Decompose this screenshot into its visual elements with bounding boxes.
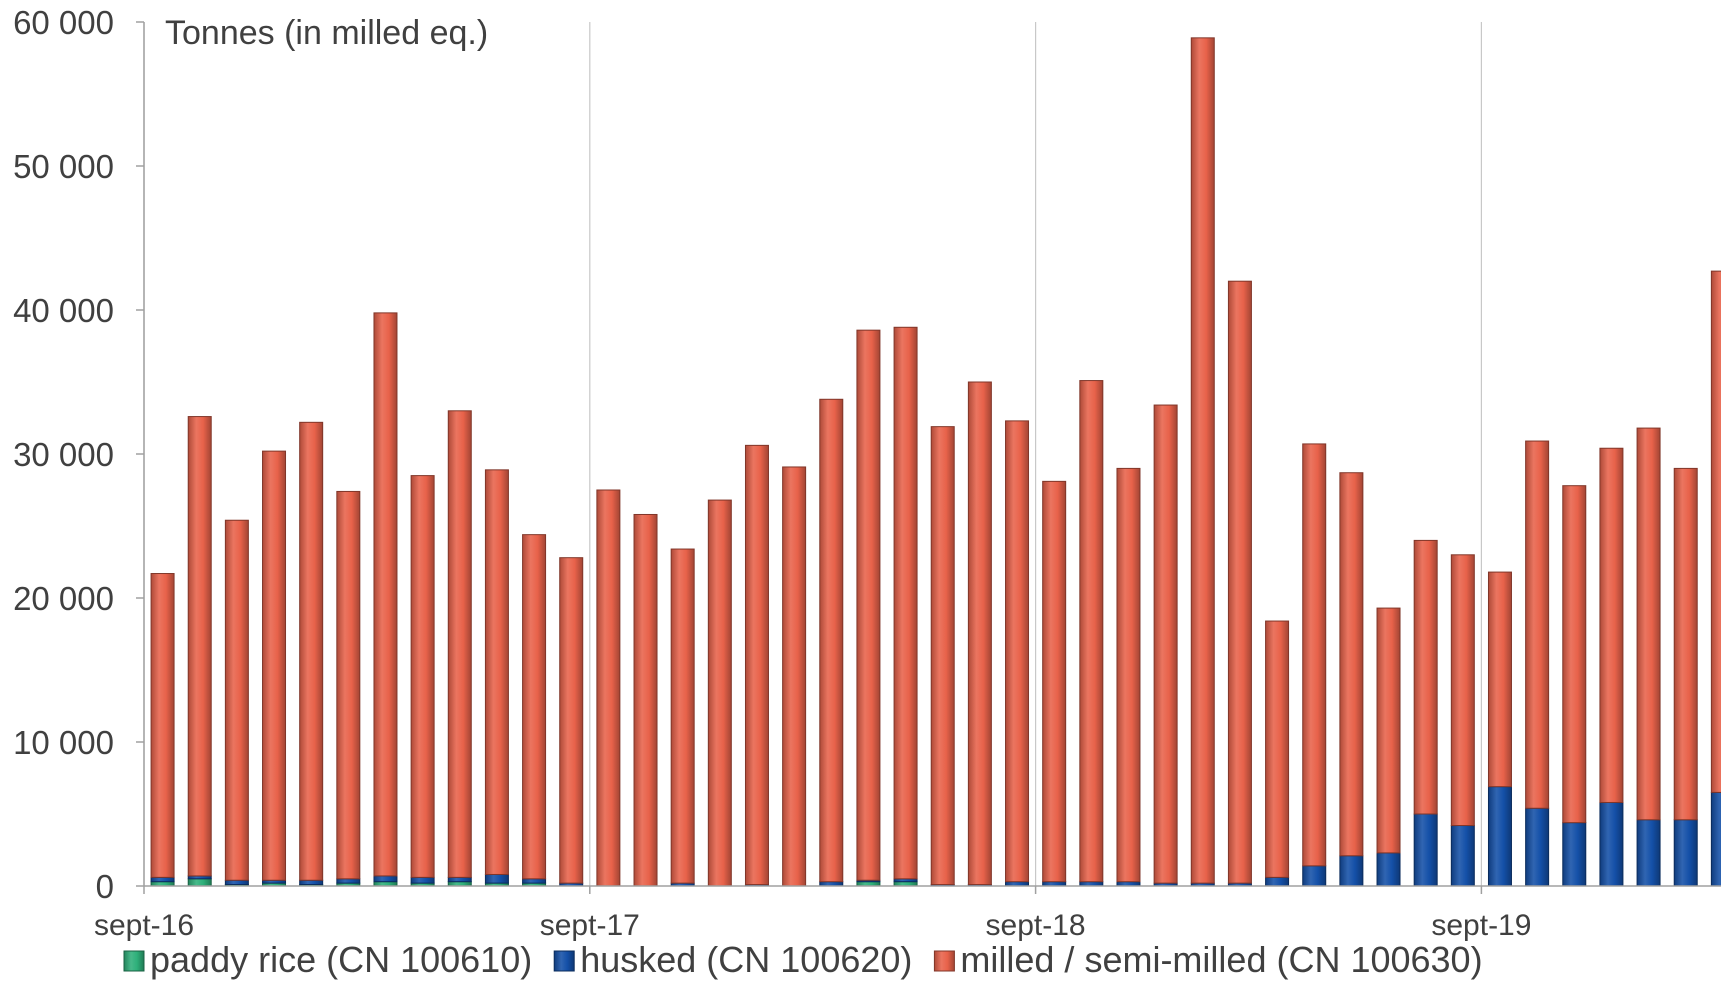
bar-segment: [1079, 380, 1104, 883]
bar-segment: [1710, 791, 1721, 887]
x-tick-label: sept-16: [94, 909, 194, 942]
bar-segment: [1673, 467, 1698, 821]
x-tick-label: sept-19: [1431, 909, 1531, 942]
bar-segment: [1487, 786, 1512, 887]
bar-segment: [1562, 485, 1587, 824]
bar-segment: [224, 879, 249, 886]
bar-segment: [819, 398, 844, 883]
bar-segment: [373, 312, 398, 877]
bar-segment: [1450, 825, 1475, 887]
bar-segment: [1339, 472, 1364, 857]
bar-segment: [484, 469, 509, 875]
axes: 0 10 000 20 000 30 000 40 000 50 000 60 000 sep…: [13, 4, 1721, 942]
y-tick-label: 0: [96, 868, 114, 905]
y-tick-label: 40 000: [13, 292, 114, 329]
bar-segment: [1302, 443, 1327, 867]
bar-segment: [373, 875, 398, 883]
bar-segment: [522, 878, 547, 884]
bar-segment: [707, 499, 732, 887]
bar-segment: [1116, 467, 1141, 883]
bar-segment: [336, 878, 361, 884]
bar-segment: [1265, 876, 1290, 887]
bar-segment: [633, 513, 658, 887]
bar-series: [150, 37, 1721, 887]
bar-segment: [1190, 37, 1215, 884]
y-tick-label: 30 000: [13, 436, 114, 473]
legend-swatch: [933, 950, 955, 972]
bar-segment: [1413, 813, 1438, 887]
legend-label: milled / semi-milled (CN 100630): [960, 939, 1482, 980]
legend: paddy rice (CN 100610) husked (CN 100620)…: [123, 939, 1483, 980]
bar-segment: [1636, 819, 1661, 887]
y-tick-label: 50 000: [13, 148, 114, 185]
bar-segment: [1339, 855, 1364, 887]
bar-segment: [782, 466, 807, 887]
bar-segment: [967, 381, 992, 886]
bar-segment: [670, 548, 695, 884]
bar-segment: [1153, 404, 1178, 884]
bar-segment: [150, 876, 175, 883]
bar-segment: [410, 475, 435, 878]
bar-segment: [744, 444, 769, 886]
x-tick-label: sept-18: [986, 909, 1086, 942]
y-tick-label: 20 000: [13, 580, 114, 617]
bar-segment: [484, 873, 509, 884]
bar-segment: [1562, 822, 1587, 887]
legend-swatch: [553, 950, 575, 972]
y-axis-title: Tonnes (in milled eq.): [165, 14, 488, 52]
bar-segment: [1376, 607, 1401, 854]
bar-segment: [1599, 801, 1624, 887]
bar-segment: [299, 879, 324, 886]
bar-segment: [187, 416, 212, 877]
bar-segment: [893, 326, 918, 880]
bar-segment: [1525, 807, 1550, 887]
bar-segment: [336, 490, 361, 880]
bar-segment: [1413, 539, 1438, 815]
bar-segment: [1599, 447, 1624, 803]
bar-segment: [1673, 819, 1698, 887]
bar-segment: [559, 557, 584, 884]
x-tick-label: sept-17: [540, 909, 640, 942]
bar-segment: [1525, 440, 1550, 809]
bar-segment: [150, 573, 175, 878]
bar-segment: [930, 426, 955, 886]
bar-segment: [224, 519, 249, 881]
y-tick-label: 60 000: [13, 4, 114, 41]
bar-segment: [522, 534, 547, 880]
legend-label: paddy rice (CN 100610): [150, 939, 532, 980]
bar-segment: [410, 876, 435, 884]
bar-segment: [1005, 420, 1030, 883]
bar-segment: [1487, 571, 1512, 788]
legend-swatch: [123, 950, 145, 972]
bar-segment: [1042, 480, 1067, 883]
bar-segment: [299, 421, 324, 881]
bar-segment: [1376, 852, 1401, 887]
bar-segment: [856, 329, 881, 881]
bar-segment: [1227, 280, 1252, 884]
bar-segment: [262, 450, 287, 881]
bar-segment: [1636, 427, 1661, 821]
bar-segment: [1265, 620, 1290, 878]
bar-segment: [596, 489, 621, 887]
bar-segment: [187, 878, 212, 887]
bar-segment: [1710, 270, 1721, 793]
legend-label: husked (CN 100620): [580, 939, 912, 980]
bar-segment: [447, 876, 472, 883]
y-tick-label: 10 000: [13, 724, 114, 761]
bar-segment: [447, 410, 472, 878]
bar-segment: [1302, 865, 1327, 887]
bar-segment: [1450, 554, 1475, 827]
